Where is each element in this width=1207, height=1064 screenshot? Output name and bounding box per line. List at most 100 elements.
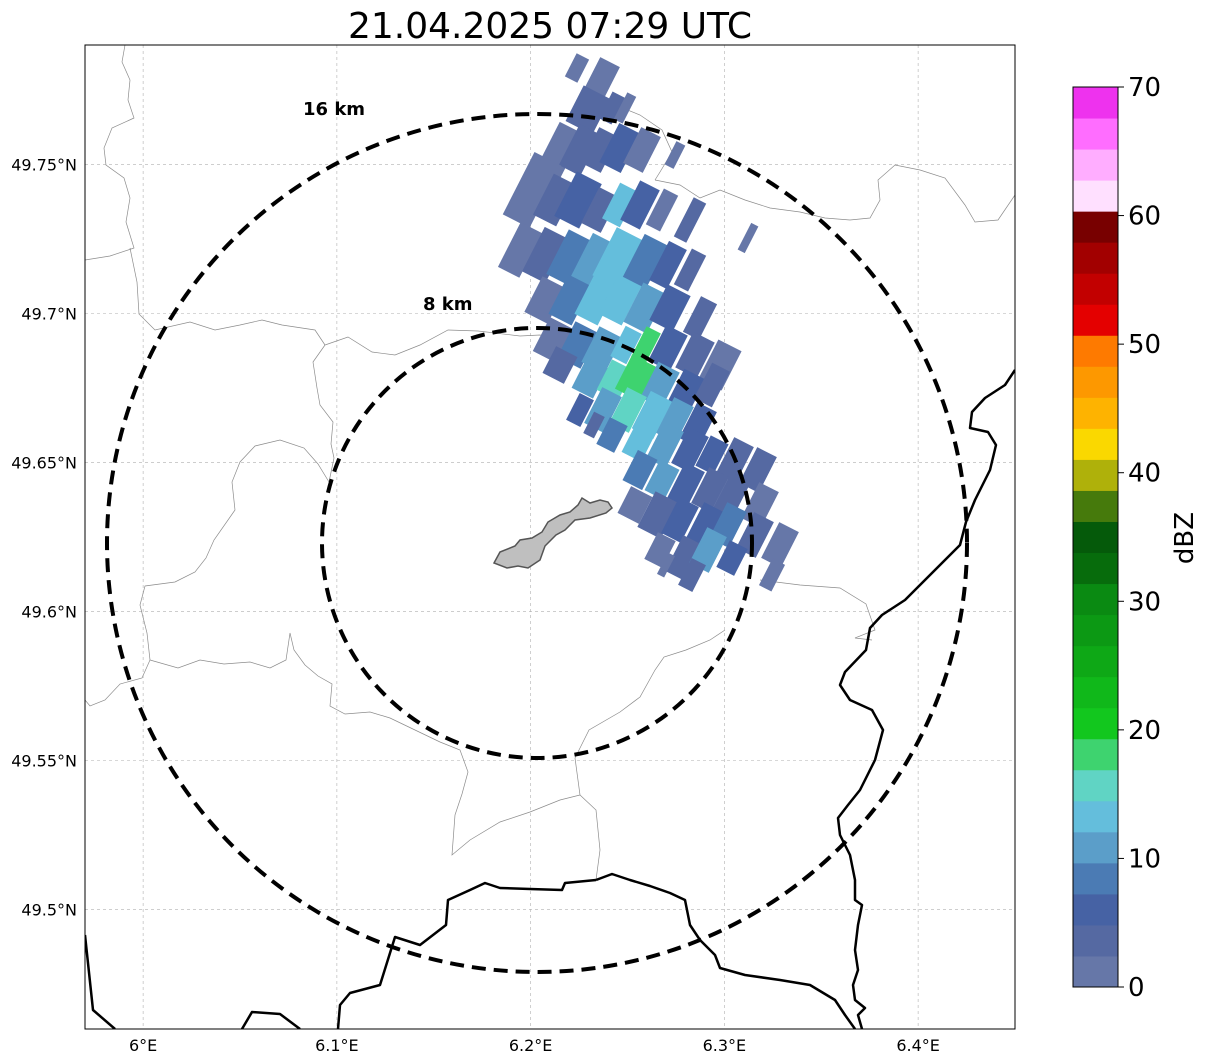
colorbar-segment (1073, 304, 1118, 336)
country-border-east (836, 369, 1015, 1029)
echo-cell (689, 527, 727, 573)
echo-cell (691, 467, 729, 513)
echo-cell (610, 325, 642, 365)
echo-cell (686, 502, 724, 548)
echo-cell (581, 127, 619, 173)
colorbar-segment (1073, 831, 1118, 864)
echo-cell (671, 427, 709, 473)
echo-cell (598, 91, 626, 125)
longitude-tick-labels: 6°E 6.1°E 6.2°E 6.3°E 6.4°E (129, 1036, 940, 1055)
colorbar-segment (1073, 645, 1118, 678)
echo-cell (548, 274, 592, 326)
echo-cell (664, 141, 686, 169)
lon-tick-label: 6.2°E (509, 1036, 553, 1055)
echo-cell (656, 552, 676, 578)
colorbar: 0 10 20 30 40 50 60 70 dBZ (1072, 73, 1200, 1003)
colorbar-tick-label: 20 (1128, 716, 1161, 746)
echo-cell (602, 182, 638, 228)
colorbar-segment (1073, 366, 1118, 398)
colorbar-segment (1073, 676, 1118, 709)
echo-cell (648, 324, 688, 372)
colorbar-tick-label: 60 (1128, 202, 1161, 232)
echo-cell (675, 331, 715, 379)
range-ring-label-16km: 16 km (303, 99, 365, 120)
lat-tick-label: 49.55°N (11, 752, 77, 771)
echo-cell (609, 387, 647, 433)
echo-cell (644, 459, 680, 501)
colorbar-segment (1073, 521, 1118, 554)
colorbar-segments (1073, 87, 1118, 988)
colorbar-segment (1073, 459, 1118, 491)
colorbar-segment (1073, 924, 1118, 957)
country-border-west (85, 934, 116, 1029)
echo-cell (737, 222, 759, 254)
echo-cell (661, 497, 699, 543)
echo-cell (524, 276, 566, 324)
colorbar-segment (1073, 707, 1118, 740)
echo-cell (614, 354, 658, 402)
colorbar-segment (1073, 583, 1118, 616)
colorbar-segment (1073, 211, 1118, 243)
range-ring-8km (320, 326, 754, 760)
echo-cell (522, 226, 568, 284)
echo-cell (571, 357, 609, 399)
country-border-south-west-2 (240, 1010, 301, 1029)
echo-cell (566, 393, 594, 427)
colorbar-segment (1073, 614, 1118, 647)
country-border-south (595, 872, 857, 1029)
admin-border (614, 104, 673, 181)
colorbar-segment (1073, 397, 1118, 429)
echo-cell (713, 472, 751, 518)
echo-cell (617, 486, 653, 524)
colorbar-segment (1073, 428, 1118, 460)
lat-tick-label: 49.75°N (11, 155, 77, 174)
echo-cell (623, 127, 661, 173)
colorbar-segment (1073, 149, 1118, 181)
echo-cell (694, 362, 730, 408)
echo-cell (583, 411, 605, 439)
colorbar-segment (1073, 552, 1118, 585)
echo-cell (736, 512, 774, 558)
colorbar-tick-label: 40 (1128, 459, 1161, 489)
echo-cell (596, 417, 628, 453)
colorbar-segment (1073, 893, 1118, 926)
colorbar-segment (1073, 862, 1118, 895)
admin-border (579, 794, 601, 881)
echo-cell (673, 197, 707, 243)
echo-cell (574, 274, 618, 326)
echo-cell (637, 491, 679, 539)
colorbar-segment (1073, 87, 1118, 119)
echo-cell (682, 296, 718, 340)
map-frame (84, 44, 1016, 1030)
lon-tick-label: 6.4°E (896, 1036, 940, 1055)
colorbar-segment (1073, 738, 1118, 771)
echo-cell (581, 187, 619, 233)
echo-cell (565, 85, 611, 135)
admin-border (324, 329, 521, 356)
echo-cell (667, 462, 705, 508)
colorbar-segment (1073, 490, 1118, 522)
admin-border (759, 579, 876, 641)
admin-border (149, 632, 581, 856)
latitude-tick-labels: 49.75°N 49.7°N 49.65°N 49.6°N 49.55°N 49.5°N (11, 155, 77, 919)
admin-border (654, 164, 1015, 223)
country-borders (85, 369, 1015, 1029)
lat-tick-label: 49.65°N (11, 453, 77, 472)
echo-cell (649, 284, 691, 332)
echo-cell (532, 173, 578, 227)
lon-tick-label: 6.1°E (315, 1036, 359, 1055)
lon-tick-label: 6.3°E (703, 1036, 747, 1055)
country-border-south-west (336, 878, 597, 1029)
echo-cell (761, 522, 799, 568)
colorbar-ticks: 0 10 20 30 40 50 60 70 (1118, 73, 1161, 1003)
colorbar-tick-label: 70 (1128, 73, 1161, 103)
echo-cell (558, 124, 602, 176)
echo-cell (554, 171, 602, 229)
colorbar-label: dBZ (1170, 512, 1200, 564)
echo-cell (623, 282, 667, 334)
echo-cell (622, 233, 668, 291)
colorbar-segment (1073, 242, 1118, 274)
colorbar-segment (1073, 273, 1118, 305)
colorbar-segment (1073, 800, 1118, 833)
